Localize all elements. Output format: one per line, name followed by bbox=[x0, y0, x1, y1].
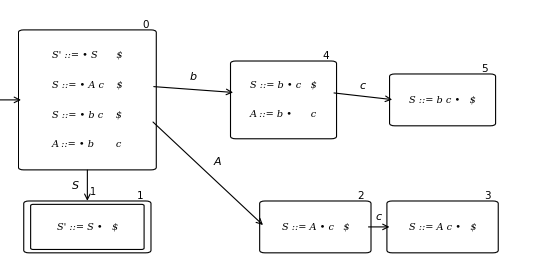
FancyBboxPatch shape bbox=[230, 61, 337, 139]
Text: S ::= • b c    $: S ::= • b c $ bbox=[52, 110, 122, 119]
Text: $b$: $b$ bbox=[189, 70, 197, 82]
Text: S ::= b • c   $: S ::= b • c $ bbox=[250, 81, 317, 90]
Text: S ::= • A c    $: S ::= • A c $ bbox=[52, 80, 123, 89]
Text: 5: 5 bbox=[482, 64, 488, 74]
Text: $S$: $S$ bbox=[71, 179, 79, 192]
Text: $c$: $c$ bbox=[375, 212, 383, 222]
Text: 4: 4 bbox=[323, 51, 329, 61]
Text: 2: 2 bbox=[357, 191, 364, 201]
Text: $c$: $c$ bbox=[359, 81, 367, 91]
FancyBboxPatch shape bbox=[260, 201, 371, 253]
FancyBboxPatch shape bbox=[24, 201, 151, 253]
Text: S ::= A • c   $: S ::= A • c $ bbox=[282, 222, 349, 231]
Text: S ::= b c •   $: S ::= b c • $ bbox=[409, 95, 476, 104]
FancyBboxPatch shape bbox=[19, 30, 156, 170]
FancyBboxPatch shape bbox=[389, 74, 496, 126]
FancyBboxPatch shape bbox=[387, 201, 498, 253]
Text: 0: 0 bbox=[142, 20, 149, 30]
Text: A ::= b •      c: A ::= b • c bbox=[250, 110, 317, 119]
Text: 1: 1 bbox=[137, 191, 144, 201]
Text: S' ::= • S      $: S' ::= • S $ bbox=[52, 51, 123, 59]
Text: $A$: $A$ bbox=[213, 155, 223, 167]
Text: S' ::= S •   $: S' ::= S • $ bbox=[57, 222, 118, 231]
Text: 1: 1 bbox=[90, 187, 96, 197]
Text: S ::= A c •   $: S ::= A c • $ bbox=[409, 222, 476, 231]
Text: 3: 3 bbox=[485, 191, 491, 201]
Text: A ::= • b       c: A ::= • b c bbox=[52, 140, 123, 149]
